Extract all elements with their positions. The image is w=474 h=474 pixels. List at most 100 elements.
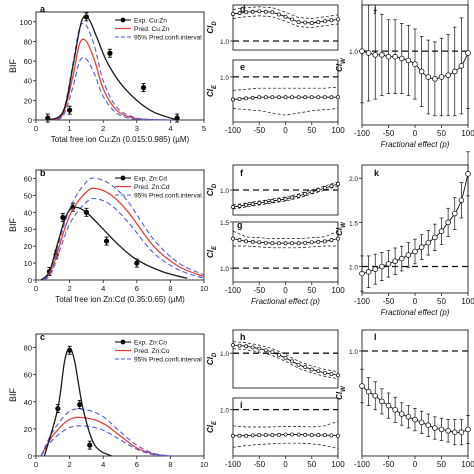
index-point	[309, 433, 314, 438]
prediction-curve	[40, 416, 171, 457]
index-point	[309, 367, 314, 372]
index-point	[465, 171, 471, 177]
index-point	[385, 261, 392, 267]
y-tick-label: 60	[24, 371, 32, 380]
x-axis-label: Fractional effect (p)	[381, 308, 450, 317]
index-point	[425, 422, 432, 429]
y-axis-label-subscript: W	[341, 385, 347, 392]
index-point	[283, 197, 288, 201]
index-point	[276, 241, 281, 246]
data-point	[140, 85, 147, 91]
index-point	[329, 18, 334, 23]
legend-marker	[120, 17, 126, 23]
index-point	[283, 432, 288, 437]
x-tick-label: -50	[383, 129, 395, 138]
confidence-curve	[232, 348, 339, 380]
panel-k	[359, 151, 471, 296]
confidence-curve	[232, 181, 339, 206]
index-point	[458, 63, 465, 69]
y-tick-label: 1.0	[220, 408, 229, 415]
legend-label: Pred. Cu:Zn	[134, 26, 170, 33]
index-point	[296, 194, 301, 198]
x-tick-label: 100	[461, 129, 474, 138]
x-tick-label: 1	[68, 124, 72, 133]
y-tick-label: 20	[24, 425, 32, 434]
confidence-curve	[40, 425, 171, 457]
index-point	[465, 50, 471, 56]
index-point	[296, 432, 301, 437]
confidence-curve	[43, 197, 205, 281]
index-point	[398, 255, 405, 262]
index-point	[316, 20, 321, 25]
index-point	[316, 369, 321, 374]
x-tick-label: -100	[225, 126, 242, 135]
y-tick-label: 60	[24, 57, 32, 66]
index-point	[237, 343, 242, 348]
y-tick-label: 1.0	[349, 49, 358, 56]
legend-label: Exp. Cu:Zn	[134, 18, 167, 25]
y-axis-label: BIF	[8, 218, 18, 233]
index-point	[372, 266, 379, 272]
legend-label: Exp. Zn:Cd	[134, 176, 167, 183]
index-point	[336, 182, 340, 186]
x-tick-label: 50	[437, 460, 446, 469]
index-point	[231, 12, 235, 16]
x-tick-label: 5	[202, 124, 206, 133]
index-point	[263, 433, 268, 438]
data-point	[134, 260, 140, 266]
index-point	[276, 432, 281, 437]
index-point	[263, 9, 268, 14]
x-tick-label: 2	[68, 460, 72, 469]
x-tick-label: -100	[225, 286, 242, 295]
index-point	[237, 96, 242, 101]
index-point	[329, 372, 334, 377]
panel-letter: c	[40, 332, 45, 342]
index-point	[257, 433, 262, 438]
y-tick-label: 1.0	[220, 351, 229, 358]
legend-marker	[120, 175, 126, 181]
panel-letter: j	[373, 4, 377, 14]
index-point	[296, 20, 301, 25]
index-point	[270, 199, 275, 203]
index-point	[250, 345, 255, 350]
x-tick-label: 50	[307, 126, 316, 135]
index-point	[263, 200, 268, 204]
x-tick-label: 10	[200, 284, 208, 293]
y-tick-label: 1.0	[220, 266, 229, 273]
index-point	[418, 68, 425, 75]
index-point	[392, 53, 398, 60]
confidence-curve	[233, 245, 338, 249]
fit-curve	[45, 15, 178, 121]
x-tick-label: 0	[413, 129, 418, 138]
y-axis-label-subscript: E	[212, 245, 218, 250]
y-tick-label: 0	[28, 452, 32, 461]
index-point	[303, 240, 308, 245]
plot-frame	[232, 4, 339, 51]
index-point	[418, 244, 425, 250]
legend-label: Pred. Zn:Cd	[134, 184, 170, 191]
index-point	[290, 17, 295, 22]
index-point	[290, 95, 295, 100]
legend-label: Pred. Zn:Co	[134, 348, 170, 355]
index-point	[329, 95, 334, 100]
index-point	[365, 269, 372, 275]
y-tick-label: 40	[24, 208, 32, 217]
index-point	[451, 210, 458, 217]
confidence-curve	[49, 56, 171, 121]
index-point	[231, 343, 235, 348]
index-point	[359, 48, 365, 54]
x-tick-label: -50	[383, 297, 395, 306]
confidence-curve	[232, 108, 339, 116]
legend-label: 95% Pred.confi.interval	[134, 193, 202, 200]
y-tick-label: 1.0	[349, 265, 358, 272]
x-tick-label: -50	[253, 460, 265, 469]
legend-marker	[120, 339, 126, 345]
index-point	[322, 19, 327, 24]
index-point	[283, 355, 288, 360]
index-point	[296, 95, 301, 100]
index-point	[303, 95, 308, 100]
plot-frame	[35, 333, 205, 457]
index-point	[237, 238, 242, 242]
x-tick-label: 0	[34, 284, 38, 293]
x-tick-label: 0	[283, 460, 288, 469]
